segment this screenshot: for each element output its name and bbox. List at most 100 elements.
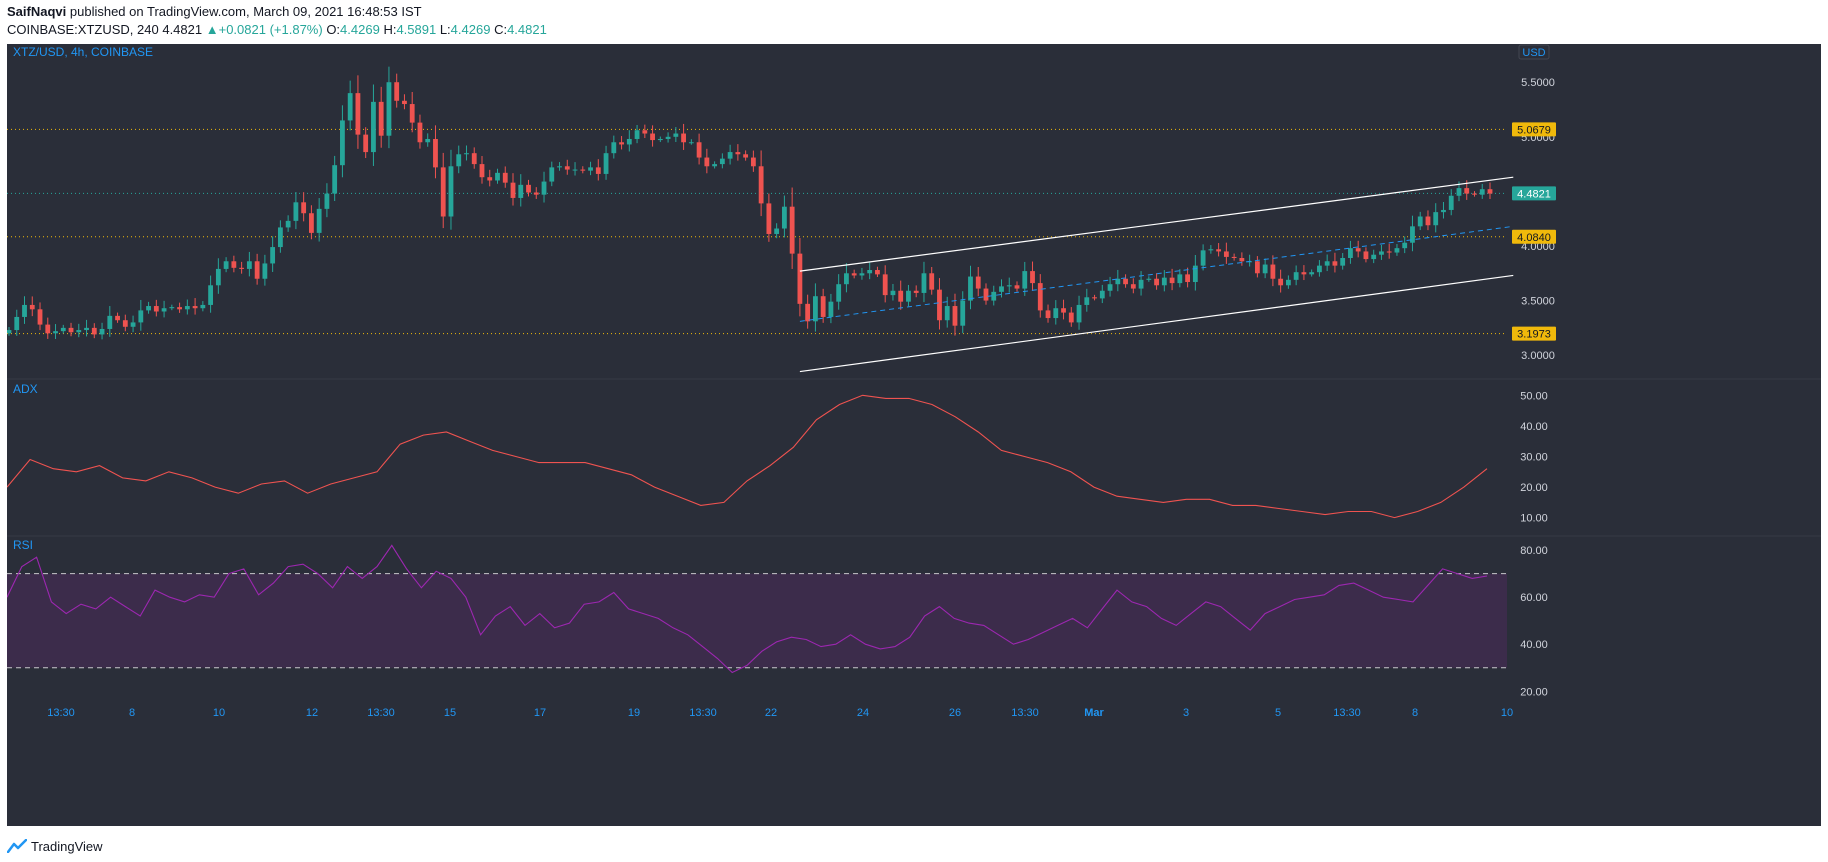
candle-body bbox=[161, 308, 167, 312]
rsi-title: RSI bbox=[13, 538, 34, 552]
candle-body bbox=[146, 306, 151, 311]
candle-body bbox=[1317, 265, 1322, 273]
candle-body bbox=[1348, 248, 1353, 258]
time-tick-label: 26 bbox=[949, 707, 961, 719]
candle-body bbox=[595, 167, 601, 174]
candle-body bbox=[758, 166, 764, 204]
level-badge-bg bbox=[1512, 326, 1556, 341]
candle-body bbox=[750, 157, 756, 167]
candle-body bbox=[502, 172, 508, 183]
candle-body bbox=[184, 306, 190, 310]
candle-body bbox=[626, 138, 632, 145]
footer-brand[interactable]: TradingView bbox=[31, 838, 103, 854]
time-tick-label: 17 bbox=[534, 707, 546, 719]
candle-body bbox=[999, 286, 1004, 292]
candle-body bbox=[960, 300, 966, 326]
adx-tick-label: 10.00 bbox=[1520, 513, 1548, 525]
candle-body bbox=[704, 157, 710, 167]
candle-body bbox=[1045, 310, 1051, 319]
candle-body bbox=[619, 142, 624, 145]
author-name[interactable]: SaifNaqvi bbox=[7, 4, 67, 19]
candle-body bbox=[937, 289, 942, 321]
candle-body bbox=[533, 192, 539, 195]
candle-body bbox=[1262, 264, 1268, 274]
candle-body bbox=[1433, 212, 1439, 226]
chart-area[interactable]: 5.50005.00004.50004.00003.50003.00005.06… bbox=[7, 44, 1821, 826]
time-tick-label: 10 bbox=[1501, 707, 1513, 719]
candle-body bbox=[1410, 226, 1415, 243]
time-tick-label: 24 bbox=[857, 707, 869, 719]
candle-body bbox=[425, 138, 431, 143]
candle-body bbox=[308, 213, 314, 233]
candle-body bbox=[324, 193, 330, 209]
change-up-icon: ▲ bbox=[205, 22, 219, 37]
time-tick-label: 13:30 bbox=[689, 707, 717, 719]
candle-body bbox=[766, 203, 772, 234]
candle-body bbox=[1464, 188, 1470, 194]
candle-body bbox=[1014, 285, 1020, 289]
candle-body bbox=[53, 331, 58, 334]
candle-body bbox=[688, 142, 694, 144]
candle-body bbox=[1107, 284, 1113, 291]
last-price: 4.4821 bbox=[162, 22, 203, 37]
candle-body bbox=[1371, 254, 1377, 260]
candle-body bbox=[1177, 274, 1183, 284]
candle-body bbox=[1192, 265, 1198, 283]
candle-body bbox=[1084, 297, 1090, 305]
candle-body bbox=[1161, 277, 1167, 286]
rsi-tick-label: 40.00 bbox=[1520, 639, 1548, 651]
chart-canvas[interactable]: 5.50005.00004.50004.00003.50003.00005.06… bbox=[7, 44, 1821, 826]
candle-body bbox=[603, 153, 609, 174]
candle-body bbox=[564, 166, 570, 170]
candle-body bbox=[541, 181, 547, 195]
candle-body bbox=[464, 153, 469, 155]
candle-body bbox=[1169, 277, 1175, 284]
candle-body bbox=[1285, 279, 1291, 286]
candle-body bbox=[1293, 272, 1299, 280]
candle-body bbox=[208, 285, 214, 305]
candle-body bbox=[1022, 271, 1028, 289]
candle-body bbox=[781, 206, 787, 229]
open-value: 4.4269 bbox=[340, 22, 380, 37]
candle-body bbox=[1332, 261, 1338, 266]
candle-body bbox=[1448, 195, 1454, 210]
low-value: 4.4269 bbox=[450, 22, 491, 37]
candle-body bbox=[1441, 209, 1446, 213]
candle-body bbox=[115, 315, 120, 321]
candle-body bbox=[1425, 216, 1431, 226]
candle-body bbox=[890, 290, 896, 296]
candle-body bbox=[1053, 308, 1059, 319]
high-value: 4.5891 bbox=[396, 22, 437, 37]
candle-body bbox=[611, 142, 617, 154]
candle-body bbox=[983, 288, 989, 301]
candle-body bbox=[712, 164, 718, 167]
candle-body bbox=[572, 169, 578, 171]
rsi-line bbox=[7, 544, 1488, 674]
price-tick-label: 5.5000 bbox=[1521, 77, 1555, 89]
candle-body bbox=[262, 263, 268, 279]
candle-body bbox=[169, 307, 175, 309]
candle-body bbox=[1076, 304, 1082, 323]
candle-body bbox=[813, 296, 818, 322]
candle-body bbox=[1479, 189, 1485, 195]
candle-body bbox=[246, 261, 252, 269]
candle-body bbox=[440, 167, 446, 217]
footer: TradingView bbox=[7, 836, 103, 856]
candle-body bbox=[797, 253, 803, 304]
time-tick-label: 10 bbox=[213, 707, 225, 719]
candle-body bbox=[518, 184, 524, 198]
channel-upper-line bbox=[799, 176, 1514, 272]
candle-body bbox=[1456, 188, 1462, 196]
candle-body bbox=[944, 306, 950, 321]
candle-body bbox=[68, 327, 74, 333]
time-tick-label: 13:30 bbox=[1333, 707, 1361, 719]
candle-body bbox=[557, 166, 562, 168]
candle-body bbox=[270, 247, 276, 264]
candle-body bbox=[1472, 193, 1477, 195]
candle-body bbox=[1487, 189, 1493, 194]
candle-body bbox=[76, 330, 82, 333]
candle-body bbox=[433, 138, 438, 168]
candle-body bbox=[1309, 272, 1315, 275]
time-tick-label: Mar bbox=[1084, 707, 1104, 719]
candle-body bbox=[898, 290, 904, 302]
